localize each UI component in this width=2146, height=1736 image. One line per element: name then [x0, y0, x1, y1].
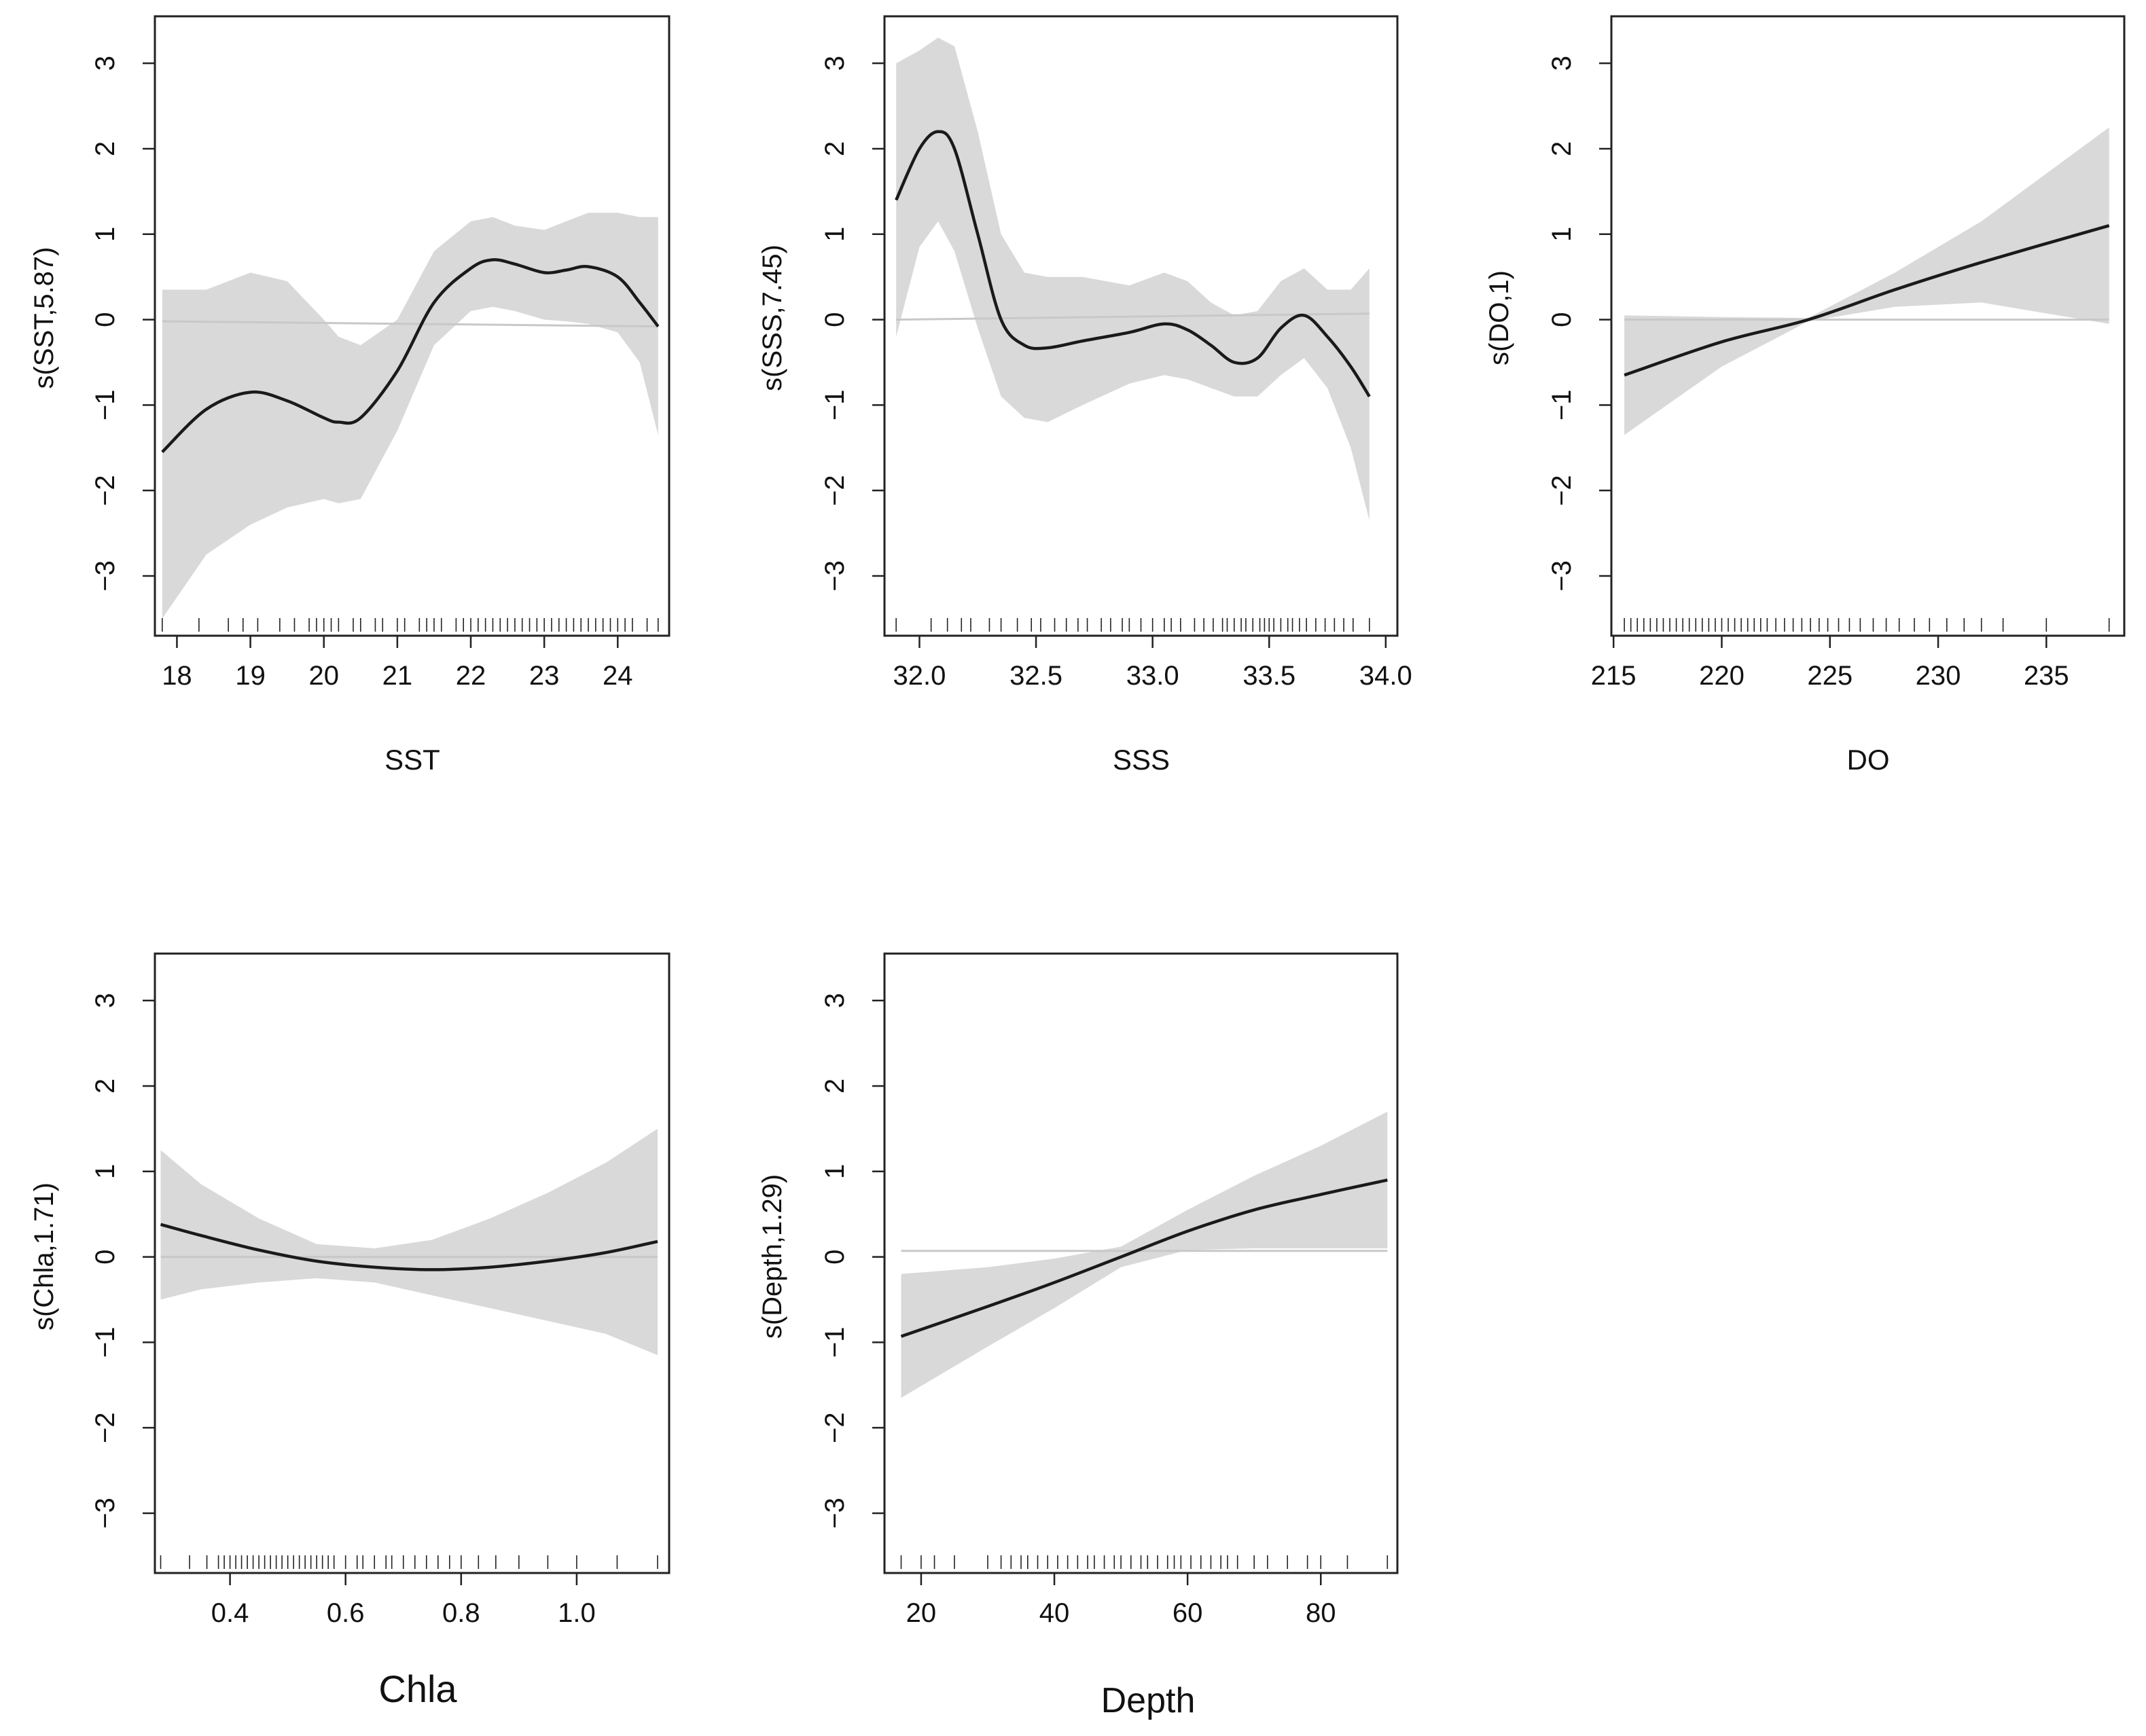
panel-depth-y-tick-label: −2 [820, 1412, 850, 1443]
panel-sss-y-tick-label: −3 [820, 560, 850, 592]
panel-do: DO s(DO,1) 215 220 225 230 235 −3 −2 −1 0 1 2 3 [1484, 15, 2126, 776]
panel-sss-x-tick-label: 32.5 [1009, 661, 1062, 691]
panel-depth-y-tick-label: 2 [820, 1079, 850, 1093]
panel-sst-x-tick-label: 20 [308, 661, 339, 691]
panel-chla-x-tick-label: 0.8 [442, 1598, 480, 1628]
panel-chla-y-tick-label: 1 [90, 1164, 120, 1179]
panel-depth-y-tick-label: −1 [820, 1327, 850, 1358]
panel-do-y-tick-label: 3 [1547, 56, 1577, 71]
panel-depth-x-tick-label: 20 [906, 1598, 937, 1628]
panel-depth-y-tick-label: 1 [820, 1164, 850, 1179]
panel-do-y-tick-label: 0 [1547, 312, 1577, 327]
panel-sst-y-tick-label: 0 [90, 312, 120, 327]
panel-do-x-tick-label: 225 [1807, 661, 1853, 691]
panel-sst-x-tick-label: 22 [456, 661, 486, 691]
panel-do-x-tick-label: 220 [1699, 661, 1745, 691]
panel-sst-y-tick-label: −2 [90, 475, 120, 506]
panel-sss-y-tick-label: 1 [820, 227, 850, 242]
panel-chla-y-tick-label: −1 [90, 1327, 120, 1358]
panel-sss-y-tick-label: −2 [820, 475, 850, 506]
panel-chla-y-tick-label: −3 [90, 1498, 120, 1529]
panel-depth-x-tick-label: 40 [1039, 1598, 1070, 1628]
panel-sss-y-tick-label: 2 [820, 141, 850, 156]
panel-sst-y-tick-label: 3 [90, 56, 120, 71]
panel-depth-x-axis-title: Depth [1101, 1681, 1196, 1720]
panel-sst-x-tick-label: 19 [235, 661, 266, 691]
panel-sss-x-tick-label: 33.5 [1242, 661, 1295, 691]
panel-sss-x-axis-title: SSS [1113, 744, 1170, 776]
panel-sss-reference-line [896, 312, 1370, 321]
panel-sss-y-tick-label: 3 [820, 56, 850, 71]
panel-do-y-tick-label: −2 [1547, 475, 1577, 506]
panel-sss-smooth-curve [895, 130, 1371, 397]
panel-do-y-tick-label: −1 [1547, 390, 1577, 421]
panel-depth-smooth-curve [900, 1178, 1388, 1338]
panel-chla-x-axis-title: Chla [378, 1667, 457, 1710]
panel-do-x-axis-title: DO [1847, 744, 1890, 776]
panel-sst-x-tick-label: 23 [529, 661, 560, 691]
panel-sst-plot-frame [154, 15, 670, 637]
panel-chla-smooth-curve [160, 1223, 658, 1271]
panel-chla-y-tick-label: 0 [90, 1249, 120, 1264]
panel-sst-y-tick-label: 1 [90, 227, 120, 242]
panel-do-smooth-curve [1624, 224, 2110, 377]
panel-chla-y-tick-label: −2 [90, 1412, 120, 1443]
panel-sss-y-axis-title: s(SSS,7.45) [757, 245, 787, 391]
panel-depth-x-tick-label: 80 [1306, 1598, 1336, 1628]
panel-do-x-tick-label: 215 [1591, 661, 1637, 691]
panel-chla-x-tick-label: 0.6 [327, 1598, 365, 1628]
panel-chla: Chla s(Chla,1.71) 0.4 0.6 0.8 1.0 −3 −2 −1 0 1 2 3 [29, 952, 670, 1710]
panel-do-plot-frame [1610, 15, 2126, 637]
panel-depth-confidence-band [901, 1111, 1388, 1398]
panel-sss-confidence-band [896, 37, 1370, 521]
panel-sst-y-tick-label: 2 [90, 141, 120, 156]
panel-sss-x-tick-label: 33.0 [1126, 661, 1179, 691]
panel-sst-smooth-curve [161, 258, 660, 454]
panel-sst-x-tick-label: 18 [162, 661, 192, 691]
panel-depth-y-tick-label: 0 [820, 1249, 850, 1264]
panel-depth-y-axis-title: s(Depth,1.29) [757, 1174, 787, 1339]
panel-chla-y-axis-title: s(Chla,1.71) [29, 1182, 59, 1331]
panel-sss-y-tick-label: −1 [820, 390, 850, 421]
panel-do-x-tick-label: 235 [2024, 661, 2069, 691]
panel-chla-y-tick-label: 3 [90, 993, 120, 1008]
panel-do-x-tick-label: 230 [1916, 661, 1961, 691]
panel-sst-confidence-band [162, 213, 658, 619]
panel-sss-x-tick-label: 34.0 [1359, 661, 1412, 691]
panel-chla-x-tick-label: 0.4 [211, 1598, 249, 1628]
panel-sss-x-tick-label: 32.0 [893, 661, 946, 691]
panel-depth: Depth s(Depth,1.29) 20 40 60 80 −3 −2 −1 0 1 2 3 [757, 952, 1399, 1720]
panel-do-y-tick-label: 2 [1547, 141, 1577, 156]
panel-sst-x-tick-label: 24 [603, 661, 633, 691]
panel-sst-y-axis-title: s(SST,5.87) [29, 247, 59, 389]
panel-sst-x-tick-label: 21 [382, 661, 413, 691]
panel-sst-reference-line [162, 320, 658, 328]
panel-chla-y-tick-label: 2 [90, 1079, 120, 1093]
panel-sst-x-axis-title: SST [385, 744, 440, 776]
panel-sss: SSS s(SSS,7.45) 32.0 32.5 33.0 33.5 34.0 −3 −2… [757, 15, 1412, 776]
panel-depth-x-tick-label: 60 [1173, 1598, 1203, 1628]
panel-sss-y-tick-label: 0 [820, 312, 850, 327]
panel-sst-y-tick-label: −1 [90, 390, 120, 421]
panel-sss-plot-frame [883, 15, 1399, 637]
panel-do-y-tick-label: 1 [1547, 227, 1577, 242]
panel-do-confidence-band [1624, 127, 2109, 435]
panel-depth-y-tick-label: 3 [820, 993, 850, 1008]
panel-do-y-tick-label: −3 [1547, 560, 1577, 592]
panel-sst-y-tick-label: −3 [90, 560, 120, 592]
panel-chla-x-tick-label: 1.0 [558, 1598, 596, 1628]
panel-depth-plot-frame [883, 952, 1399, 1574]
panel-chla-confidence-band [160, 1128, 658, 1356]
panel-do-y-axis-title: s(DO,1) [1484, 270, 1514, 365]
panel-chla-plot-frame [154, 952, 670, 1574]
panel-depth-y-tick-label: −3 [820, 1498, 850, 1529]
